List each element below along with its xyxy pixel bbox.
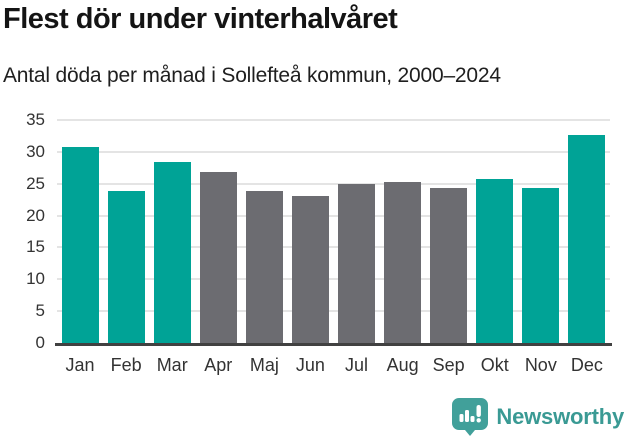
bar-cell-okt — [472, 120, 518, 343]
x-tick-label-jun: Jun — [295, 355, 325, 375]
x-tick-label-okt: Okt — [480, 355, 509, 375]
bar-okt — [476, 178, 514, 343]
x-tick-label-maj: Maj — [249, 355, 279, 375]
bar-apr — [199, 171, 237, 343]
newsworthy-wordmark: Newsworthy — [496, 404, 624, 429]
gridline-10 — [57, 278, 610, 281]
gridline-15 — [57, 246, 610, 249]
bar-dec — [568, 135, 606, 343]
bar-cell-feb — [103, 120, 149, 343]
bar-cell-nov — [518, 120, 564, 343]
bar-series — [57, 120, 610, 343]
x-tick-label-mar: Mar — [156, 355, 188, 375]
y-tick-label-0: 0 — [35, 333, 45, 352]
gridline-25 — [57, 182, 610, 185]
bar-sep — [430, 187, 468, 343]
chart-subtitle: Antal döda per månad i Sollefteå kommun,… — [3, 64, 501, 87]
bar-jun — [291, 196, 329, 343]
y-tick-label-30: 30 — [26, 141, 45, 161]
bar-cell-maj — [241, 120, 287, 343]
gridline-20 — [57, 214, 610, 217]
y-tick-label-35: 35 — [26, 110, 45, 129]
y-tick-label-5: 5 — [35, 301, 45, 321]
bar-cell-aug — [380, 120, 426, 343]
x-tick-label-sep: Sep — [432, 355, 465, 375]
bar-mar — [153, 162, 191, 343]
bar-jul — [338, 183, 375, 343]
newsworthy-logo: Newsworthy — [452, 398, 624, 436]
bar-nov — [522, 188, 560, 343]
y-tick-label-25: 25 — [26, 173, 45, 193]
x-tick-label-nov: Nov — [524, 355, 557, 375]
newsworthy-logo-icon — [452, 398, 489, 436]
bar-cell-apr — [195, 120, 241, 343]
x-tick-label-jan: Jan — [65, 355, 95, 375]
bar-aug — [384, 182, 422, 343]
x-tick-label-dec: Dec — [570, 355, 603, 375]
bar-cell-jan — [57, 120, 103, 343]
bar-cell-jun — [287, 120, 333, 343]
x-tick-label-aug: Aug — [386, 355, 419, 375]
x-axis-line — [55, 343, 612, 346]
bar-maj — [245, 191, 283, 343]
x-axis-labels: Jan Feb Mar Apr Maj Jun Jul Aug Sep Okt Nov Dec — [57, 355, 610, 376]
y-tick-label-10: 10 — [26, 269, 45, 289]
bar-feb — [107, 191, 145, 343]
chart-title: Flest dör under vinterhalvåret — [3, 3, 398, 35]
gridline-30 — [57, 150, 610, 153]
x-tick-label-apr: Apr — [204, 355, 233, 375]
y-tick-label-20: 20 — [26, 205, 45, 225]
bar-cell-sep — [426, 120, 472, 343]
plot-area — [57, 119, 610, 343]
bar-jan — [61, 146, 99, 343]
gridline-35 — [57, 119, 610, 121]
bar-cell-jul — [333, 120, 379, 343]
gridline-5 — [57, 310, 610, 313]
x-tick-label-feb: Feb — [110, 355, 142, 375]
x-tick-label-jul: Jul — [345, 355, 369, 375]
y-tick-label-15: 15 — [26, 237, 45, 257]
bar-cell-mar — [149, 120, 195, 343]
bar-cell-dec — [564, 120, 610, 343]
